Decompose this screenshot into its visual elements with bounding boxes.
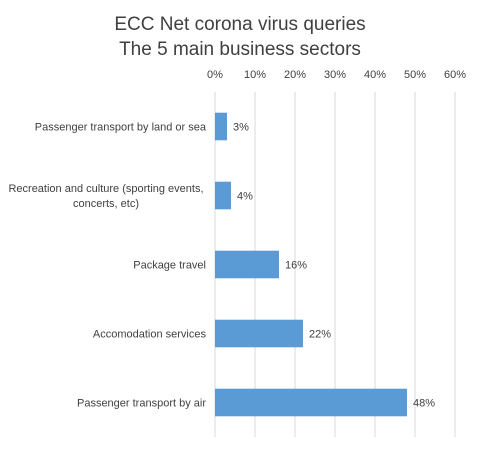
data-label: 4%	[237, 191, 253, 203]
category-labels: Passenger transport by land or sea Recrea…	[8, 122, 206, 410]
category-label: Accomodation services	[93, 329, 207, 341]
chart-title-line-2: The 5 main business sectors	[119, 39, 361, 60]
chart-title-line-1: ECC Net corona virus queries	[114, 14, 365, 35]
data-labels: 3% 4% 16% 22% 48%	[233, 122, 435, 410]
x-tick-label: 50%	[404, 69, 426, 81]
x-tick-label: 0%	[207, 69, 223, 81]
data-label: 3%	[233, 122, 249, 134]
category-label: Passenger transport by air	[77, 398, 206, 410]
data-label: 16%	[285, 260, 307, 272]
gridlines	[214, 92, 456, 437]
bar	[215, 181, 231, 210]
category-label: Passenger transport by land or sea	[35, 122, 207, 134]
bar	[215, 319, 303, 348]
x-tick-label: 40%	[364, 69, 386, 81]
x-tick-label: 30%	[324, 69, 346, 81]
x-axis-ticks: 0% 10% 20% 30% 40% 50% 60%	[207, 69, 466, 81]
x-tick-label: 20%	[284, 69, 306, 81]
category-label: Recreation and culture (sporting events,	[8, 183, 203, 195]
bar	[215, 250, 279, 279]
bar	[215, 388, 407, 417]
category-label: concerts, etc)	[73, 198, 139, 210]
bars	[215, 112, 407, 417]
bar	[215, 112, 227, 141]
data-label: 48%	[413, 398, 435, 410]
category-label: Package travel	[133, 260, 206, 272]
data-label: 22%	[309, 329, 331, 341]
x-tick-label: 10%	[244, 69, 266, 81]
x-tick-label: 60%	[444, 69, 466, 81]
